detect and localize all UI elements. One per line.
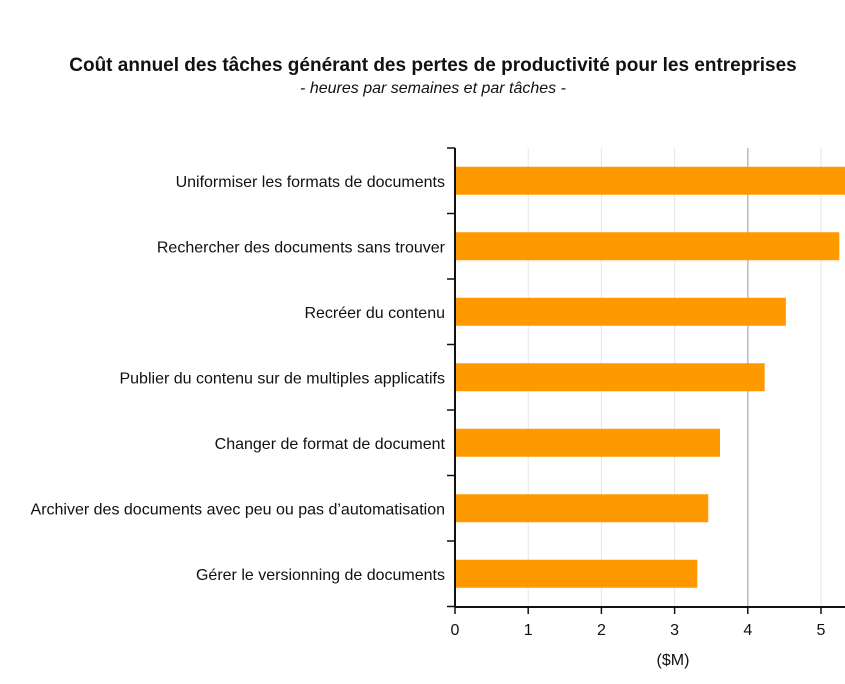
category-label-3: Publier du contenu sur de multiples appl… (119, 370, 445, 387)
category-label-4: Changer de format de document (215, 436, 446, 453)
category-label-2: Recréer du contenu (304, 305, 445, 322)
chart-title: Coût annuel des tâches générant des pert… (69, 55, 797, 76)
x-tick-label-5: 5 (817, 622, 826, 639)
tick-labels: 0 1 2 3 4 5 (451, 622, 826, 639)
x-tick-label-0: 0 (451, 622, 460, 639)
x-axis-label: ($M) (657, 652, 690, 669)
bar-6 (455, 559, 698, 588)
chart-subtitle: - heures par semaines et par tâches - (300, 80, 566, 97)
category-label-6: Gérer le versionning de documents (196, 567, 445, 584)
x-tick-label-4: 4 (743, 622, 752, 639)
bar-5 (455, 494, 709, 523)
x-tick-label-3: 3 (670, 622, 679, 639)
bar-0 (455, 166, 845, 195)
category-label-1: Rechercher des documents sans trouver (157, 239, 446, 256)
bar-1 (455, 232, 840, 261)
x-tick-label-2: 2 (597, 622, 606, 639)
bars (455, 166, 845, 588)
axes (447, 147, 845, 614)
category-label-0: Uniformiser les formats de documents (176, 174, 445, 191)
x-tick-label-1: 1 (524, 622, 533, 639)
bar-2 (455, 297, 786, 326)
bar-4 (455, 428, 720, 457)
category-labels: Uniformiser les formats de documents Rech… (31, 174, 446, 584)
category-label-5: Archiver des documents avec peu ou pas d… (31, 501, 445, 518)
bar-3 (455, 363, 765, 392)
